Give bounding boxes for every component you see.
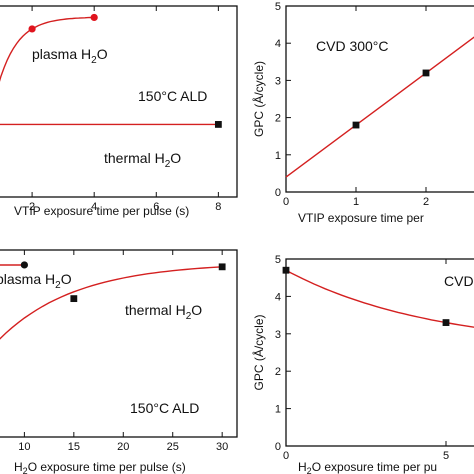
data-point: [352, 121, 360, 129]
annotation-1: plasma H2O: [0, 271, 72, 291]
x-tick-label: 8: [215, 201, 221, 213]
annotation-2-subscript: 2: [186, 311, 192, 322]
annotation-1-tail: O: [97, 46, 108, 62]
x-tick-label: 15: [68, 441, 80, 453]
x-tick-label: 25: [167, 441, 179, 453]
annotation-2: thermal H2O: [125, 302, 202, 322]
annotation-2-tail: O: [191, 302, 202, 318]
fit-line: [0, 266, 223, 340]
data-point: [70, 295, 78, 303]
y-tick-label: 3: [275, 329, 281, 341]
annotation-1: plasma H2O: [32, 46, 108, 66]
x-tick-label: 30: [216, 441, 228, 453]
y-tick-label: 4: [275, 291, 281, 303]
y-tick-label: 2: [275, 366, 281, 378]
data-point: [28, 25, 36, 33]
fit-line: [285, 36, 474, 178]
x-axis-label: VTIP exposure time per pulse (s): [14, 204, 189, 218]
annotation-1: CVD 300°C: [316, 38, 389, 54]
x-axis-label: H2O exposure time per pulse (s): [14, 460, 186, 474]
annotation-3-tail: O: [170, 150, 181, 166]
fit-line: [285, 269, 474, 328]
data-point: [218, 263, 226, 271]
data-point: [20, 261, 28, 269]
panel-bottom-right: 0 5 0 1 2 3 4 5 GPC (Å/cycle) H2O exposure time p…: [251, 254, 474, 474]
x-axis-label: H2O exposure time per pu: [298, 460, 437, 474]
x-tick-label: 2: [423, 196, 429, 208]
y-tick-label: 5: [275, 254, 281, 266]
axes-frame: [0, 5, 238, 198]
y-tick-label: 1: [275, 404, 281, 416]
axes-frame: [285, 258, 474, 447]
annotation-1-subscript: 2: [91, 55, 97, 66]
data-point: [282, 266, 290, 274]
x-tick-label: 0: [283, 450, 289, 462]
x-axis-label-tail: O exposure time per pulse (s): [28, 460, 186, 474]
data-point: [442, 319, 450, 326]
panel-bottom-left: 51015202530H2O exposure time per pulse (…: [0, 249, 238, 474]
data-point: [214, 121, 222, 128]
annotation-1-subscript: 2: [55, 280, 61, 291]
y-axis-label: GPC (Å/cycle): [251, 61, 266, 137]
data-point: [422, 69, 430, 77]
x-tick-label: 1: [353, 196, 359, 208]
annotation-1: CVD: [444, 273, 474, 289]
annotation-3-subscript: 2: [165, 159, 171, 170]
panel-top-right: 0123012345GPC (Å/cycle)VTIP exposure tim…: [251, 1, 474, 225]
annotation-3: 150°C ALD: [130, 400, 199, 416]
y-tick-label: 3: [275, 75, 281, 87]
axes-frame: [285, 5, 474, 193]
x-tick-label: 2: [29, 201, 35, 213]
x-axis-label-tail: O exposure time per pu: [312, 460, 437, 474]
x-axis-label: VTIP exposure time per: [298, 211, 424, 225]
x-tick-label: 10: [18, 441, 30, 453]
x-tick-label: 20: [117, 441, 129, 453]
panel-top-left: 2 4 6 8 VTIP exposure time per pulse (s) plas…: [0, 5, 238, 218]
x-axis-label-subscript: 2: [307, 466, 312, 474]
y-tick-label: 2: [275, 113, 281, 125]
x-tick-label: 4: [91, 201, 97, 213]
y-tick-label: 5: [275, 1, 281, 13]
annotation-2: 150°C ALD: [138, 88, 207, 104]
y-tick-label: 1: [275, 150, 281, 162]
x-tick-label: 6: [153, 201, 159, 213]
x-tick-label: 0: [283, 196, 289, 208]
y-tick-label: 0: [275, 441, 281, 453]
data-point: [90, 13, 98, 22]
y-tick-label: 4: [275, 38, 281, 50]
y-axis-label: GPC (Å/cycle): [251, 314, 266, 390]
x-axis-label-subscript: 2: [23, 466, 28, 474]
annotation-1-tail: O: [61, 271, 72, 287]
x-tick-label: 5: [443, 450, 449, 462]
axes-frame: [0, 249, 238, 438]
y-tick-label: 0: [275, 187, 281, 199]
annotation-3: thermal H2O: [104, 150, 181, 170]
